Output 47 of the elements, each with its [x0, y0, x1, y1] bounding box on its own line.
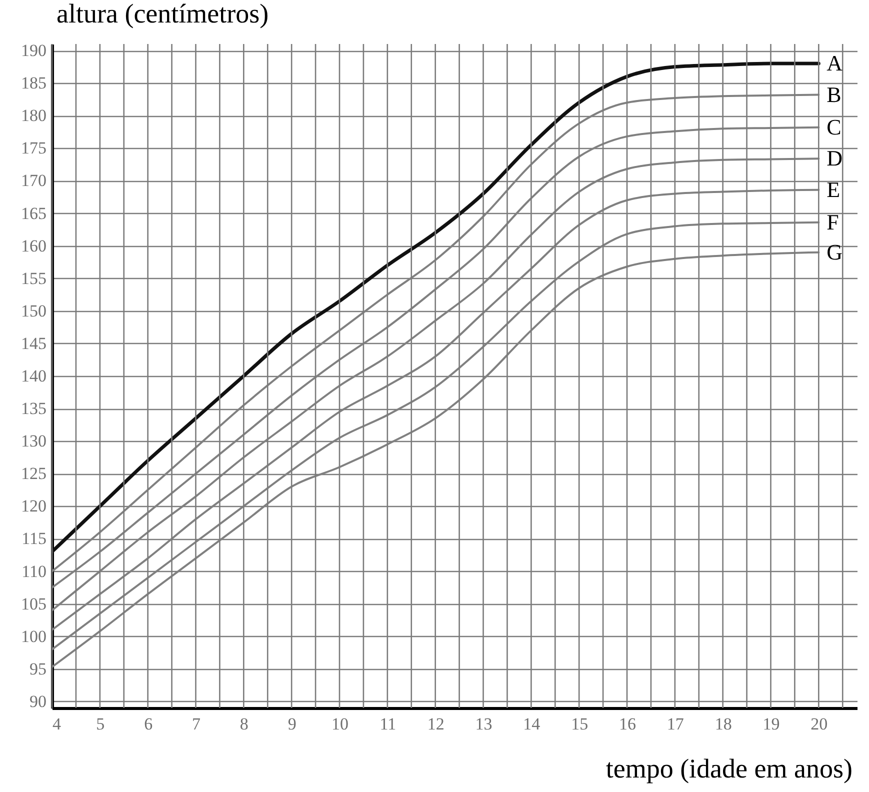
x-tick-label: 11 — [380, 714, 396, 734]
y-tick-label: 110 — [22, 562, 46, 581]
y-tick-label: 190 — [21, 41, 46, 60]
y-tick-label: 95 — [30, 659, 46, 678]
y-tick-label: 155 — [21, 268, 46, 288]
y-tick-label: 130 — [21, 432, 46, 451]
series-label: D — [826, 146, 843, 171]
y-tick-label: 115 — [22, 529, 46, 548]
y-tick-label: 105 — [21, 594, 46, 614]
x-tick-label: 5 — [96, 714, 105, 734]
y-tick-label: 170 — [21, 171, 46, 190]
series-label: G — [826, 239, 843, 264]
x-tick-label: 17 — [666, 714, 684, 734]
y-tick-label: 135 — [21, 399, 46, 418]
y-tick-label: 165 — [21, 204, 46, 223]
y-tick-label: 125 — [21, 464, 46, 484]
y-tick-label: 90 — [30, 692, 46, 711]
series-label: F — [826, 209, 839, 234]
x-tick-label: 10 — [332, 714, 348, 734]
series-label: A — [826, 50, 843, 76]
x-tick-label: 9 — [288, 714, 296, 734]
y-tick-label: 180 — [21, 106, 46, 126]
y-tick-label: 160 — [21, 236, 46, 256]
y-tick-label: 175 — [21, 138, 46, 158]
series-label: E — [826, 176, 840, 202]
x-tick-label: 16 — [619, 714, 636, 734]
y-tick-label: 120 — [21, 496, 46, 516]
x-axis-title: tempo (idade em anos) — [606, 754, 852, 784]
x-tick-label: 12 — [427, 714, 444, 734]
x-tick-label: 20 — [810, 714, 828, 734]
y-tick-label: 140 — [21, 366, 46, 386]
x-tick-label: 19 — [762, 714, 780, 734]
y-axis-title: altura (centímetros) — [56, 0, 269, 28]
series-label: B — [826, 82, 842, 107]
x-tick-label: 15 — [571, 714, 588, 734]
x-tick-label: 7 — [192, 714, 201, 734]
x-tick-label: 4 — [52, 714, 62, 734]
y-tick-label: 100 — [21, 626, 46, 646]
x-tick-label: 8 — [240, 714, 248, 734]
x-tick-label: 13 — [475, 714, 492, 734]
series-label: C — [826, 114, 842, 140]
x-tick-label: 18 — [714, 714, 732, 734]
y-tick-label: 185 — [21, 74, 46, 93]
x-tick-label: 14 — [523, 714, 541, 734]
x-tick-label: 6 — [144, 714, 153, 734]
y-tick-label: 150 — [21, 301, 46, 320]
y-tick-label: 145 — [21, 334, 46, 353]
